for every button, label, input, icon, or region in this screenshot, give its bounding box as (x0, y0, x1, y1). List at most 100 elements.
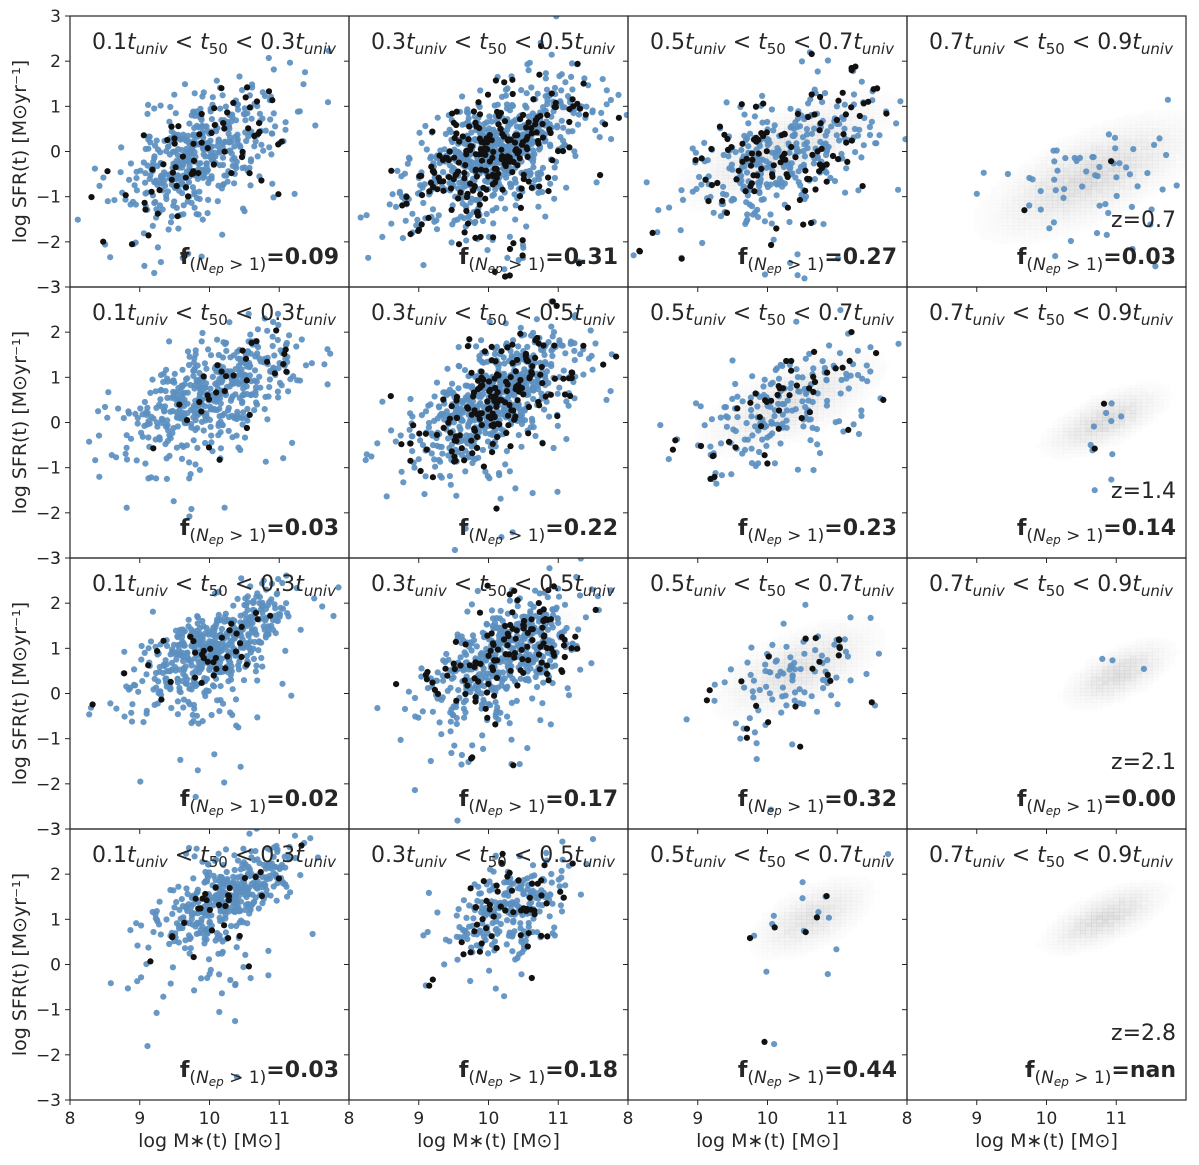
density-cell (828, 128, 835, 133)
multi-episode-point (461, 169, 468, 177)
density-cell (828, 135, 835, 140)
multi-episode-point (256, 128, 263, 135)
galaxy-point (787, 259, 794, 266)
density-cell (1024, 185, 1031, 190)
galaxy-point (324, 99, 332, 106)
density-cell (722, 175, 729, 180)
galaxy-point (208, 439, 215, 446)
multi-episode-point (524, 146, 531, 153)
galaxy-point (231, 180, 238, 187)
galaxy-point (501, 266, 508, 273)
galaxy-point (399, 235, 406, 242)
density-cell (1174, 138, 1181, 143)
density-cell (1057, 178, 1064, 183)
density-cell (1001, 189, 1008, 194)
density-cell (867, 128, 874, 133)
density-cell (879, 96, 885, 100)
galaxy-point (1026, 202, 1033, 209)
density-cell (1130, 171, 1137, 176)
multi-episode-point (812, 186, 819, 193)
multi-episode-point (145, 232, 152, 239)
density-cell (1018, 189, 1025, 194)
galaxy-point (599, 76, 606, 83)
density-cell (734, 189, 740, 194)
galaxy-point (476, 103, 483, 111)
density-cell (164, 406, 171, 411)
density-cell (1097, 222, 1103, 226)
density-cell (845, 95, 852, 100)
density-cell (1102, 124, 1109, 129)
multi-episode-point (816, 127, 823, 134)
multi-episode-point (519, 237, 526, 244)
density-cell (1030, 240, 1036, 244)
multi-episode-point (481, 145, 488, 152)
density-cell (561, 131, 567, 136)
density-cell (254, 362, 261, 367)
galaxy-point (186, 513, 193, 520)
galaxy-point (201, 173, 208, 180)
galaxy-point (1026, 174, 1033, 182)
multi-episode-point (768, 241, 775, 249)
density-cell (533, 103, 539, 107)
density-cell (1018, 218, 1025, 223)
multi-episode-point (172, 164, 179, 171)
galaxy-point (546, 141, 554, 148)
multi-episode-point (154, 210, 161, 217)
density-cell (828, 109, 835, 114)
multi-episode-point (495, 112, 502, 120)
density-cell (1040, 203, 1047, 208)
density-cell (890, 103, 896, 107)
galaxy-point (608, 136, 615, 143)
galaxy-point (773, 192, 780, 199)
density-cell (549, 135, 556, 140)
density-cell (1080, 132, 1086, 136)
density-cell (1080, 200, 1086, 205)
density-cell (1169, 135, 1176, 140)
galaxy-point (466, 164, 474, 171)
galaxy-point (133, 187, 140, 194)
density-cell (1119, 182, 1125, 187)
density-cell (1091, 203, 1098, 208)
density-cell (1074, 171, 1081, 176)
density-cell (1180, 124, 1186, 129)
galaxy-point (754, 214, 762, 221)
density-cell (444, 193, 450, 197)
galaxy-point (1073, 157, 1080, 165)
galaxy-point (153, 419, 161, 426)
density-cell (153, 171, 160, 176)
density-cell (996, 222, 1003, 227)
density-cell (1085, 218, 1092, 223)
density-cell (1135, 193, 1142, 198)
density-cell (1080, 156, 1086, 161)
density-cell (740, 128, 746, 132)
density-cell (711, 178, 718, 183)
density-cell (750, 167, 757, 172)
density-cell (1007, 179, 1013, 183)
density-cell (1052, 171, 1059, 176)
galaxy-point (199, 292, 205, 298)
density-cell (1058, 233, 1064, 237)
galaxy-point (1052, 187, 1059, 194)
density-cell (1013, 200, 1019, 205)
density-cell (153, 160, 160, 165)
density-cell (1085, 207, 1092, 212)
density-cell (689, 208, 695, 212)
density-cell (1018, 214, 1025, 219)
density-cell (1119, 142, 1125, 147)
galaxy-point (1105, 209, 1112, 217)
density-cell (1096, 156, 1103, 161)
density-cell (750, 131, 757, 136)
galaxy-point (1050, 219, 1057, 226)
multi-episode-point (758, 165, 765, 172)
galaxy-point (1144, 170, 1151, 177)
multi-episode-point (221, 125, 228, 132)
multi-episode-point (817, 93, 824, 101)
galaxy-point (623, 111, 628, 119)
density-cell (700, 193, 707, 198)
density-cell (443, 164, 450, 169)
density-cell (1080, 164, 1086, 169)
density-cell (1141, 185, 1148, 190)
multi-episode-point (426, 188, 433, 195)
galaxy-point (729, 166, 736, 173)
density-cell (1158, 117, 1165, 122)
